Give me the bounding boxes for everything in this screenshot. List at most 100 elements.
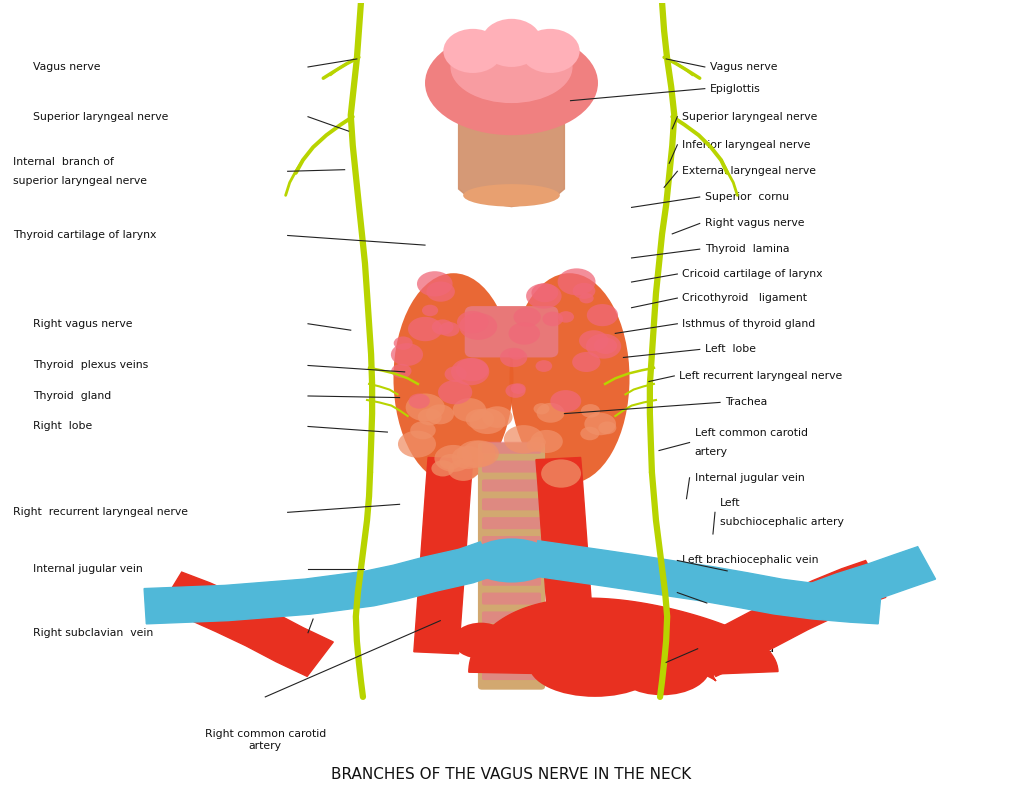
Ellipse shape [427,281,455,301]
Text: Right subclavian  vein: Right subclavian vein [34,628,153,638]
Ellipse shape [453,623,509,659]
FancyBboxPatch shape [482,612,541,624]
Polygon shape [805,547,936,617]
Text: Superior laryngeal nerve: Superior laryngeal nerve [34,112,169,122]
Text: Thyroid cartilage of larynx: Thyroid cartilage of larynx [13,230,157,241]
Text: Thyroid  gland: Thyroid gland [34,391,112,401]
Ellipse shape [594,338,617,354]
Ellipse shape [527,439,545,452]
FancyBboxPatch shape [482,630,541,642]
Ellipse shape [410,421,436,440]
Ellipse shape [469,538,554,583]
Ellipse shape [509,273,629,483]
Ellipse shape [514,307,541,326]
Text: artery: artery [695,447,727,457]
Ellipse shape [459,313,497,340]
Text: Thyroid  plexus veins: Thyroid plexus veins [34,360,148,371]
Ellipse shape [541,460,581,488]
Ellipse shape [417,408,442,425]
Text: Trachea: Trachea [725,398,767,407]
Text: Isthmus of thyroid gland: Isthmus of thyroid gland [682,318,815,329]
Ellipse shape [408,317,442,341]
Text: Right  lobe: Right lobe [34,422,92,431]
Ellipse shape [451,358,489,385]
Text: Left  lobe: Left lobe [705,344,756,355]
FancyBboxPatch shape [464,306,559,357]
FancyBboxPatch shape [482,499,541,511]
Ellipse shape [508,322,540,345]
Ellipse shape [452,446,484,469]
Ellipse shape [394,336,412,350]
Ellipse shape [481,19,542,67]
Ellipse shape [526,284,562,309]
Ellipse shape [417,271,452,297]
Ellipse shape [531,284,559,302]
Polygon shape [690,561,886,676]
Polygon shape [414,457,473,654]
Ellipse shape [421,305,438,316]
FancyBboxPatch shape [482,592,541,604]
Ellipse shape [534,403,549,415]
Ellipse shape [530,430,563,453]
Text: Internal jugular vein: Internal jugular vein [34,563,143,574]
Polygon shape [160,572,333,676]
Ellipse shape [470,408,505,434]
Polygon shape [469,598,779,681]
Ellipse shape [504,425,544,453]
Text: Internal  branch of: Internal branch of [13,157,114,166]
Ellipse shape [438,380,473,404]
Ellipse shape [579,330,609,351]
Ellipse shape [530,436,546,448]
FancyBboxPatch shape [482,517,541,529]
Ellipse shape [439,322,459,336]
FancyBboxPatch shape [482,574,541,586]
Ellipse shape [398,431,436,457]
Ellipse shape [426,404,454,424]
FancyBboxPatch shape [482,668,541,680]
Ellipse shape [394,273,514,483]
Text: Superior  cornu: Superior cornu [705,192,789,202]
Ellipse shape [584,413,616,436]
Text: Cricothyroid   ligament: Cricothyroid ligament [682,293,807,303]
Ellipse shape [558,311,574,322]
Ellipse shape [456,358,489,381]
Ellipse shape [508,349,524,360]
Ellipse shape [572,352,601,372]
Text: Left: Left [720,498,741,507]
Ellipse shape [465,409,494,429]
Ellipse shape [391,343,424,366]
Ellipse shape [505,384,526,398]
Polygon shape [530,541,882,624]
Text: Thyroid  lamina: Thyroid lamina [705,244,790,255]
FancyBboxPatch shape [482,536,541,548]
Ellipse shape [529,633,661,696]
Text: Vagus nerve: Vagus nerve [34,62,101,72]
Ellipse shape [573,283,595,299]
Polygon shape [458,101,565,207]
Ellipse shape [425,31,598,135]
Ellipse shape [457,311,488,333]
Ellipse shape [521,29,580,73]
Ellipse shape [432,461,454,477]
Polygon shape [144,542,498,624]
Text: Cricoid cartilage of larynx: Cricoid cartilage of larynx [682,269,822,279]
Ellipse shape [432,319,453,335]
Text: Epiglottis: Epiglottis [710,84,761,94]
Text: Superior laryngeal nerve: Superior laryngeal nerve [682,112,817,122]
FancyBboxPatch shape [482,461,541,473]
Polygon shape [536,457,595,654]
Text: Right common carotid
artery: Right common carotid artery [205,729,326,751]
Text: Recurrent laryngeal nerve: Recurrent laryngeal nerve [682,587,825,598]
Text: Internal jugular vein: Internal jugular vein [695,473,804,483]
Ellipse shape [536,403,565,423]
Ellipse shape [443,29,502,73]
Text: Inferior laryngeal nerve: Inferior laryngeal nerve [682,140,811,149]
Ellipse shape [445,366,466,382]
FancyBboxPatch shape [482,649,541,661]
Ellipse shape [461,440,499,467]
Ellipse shape [542,312,563,326]
FancyBboxPatch shape [478,443,545,690]
Text: Right vagus nerve: Right vagus nerve [34,318,133,329]
Ellipse shape [580,427,599,440]
Ellipse shape [452,398,486,422]
